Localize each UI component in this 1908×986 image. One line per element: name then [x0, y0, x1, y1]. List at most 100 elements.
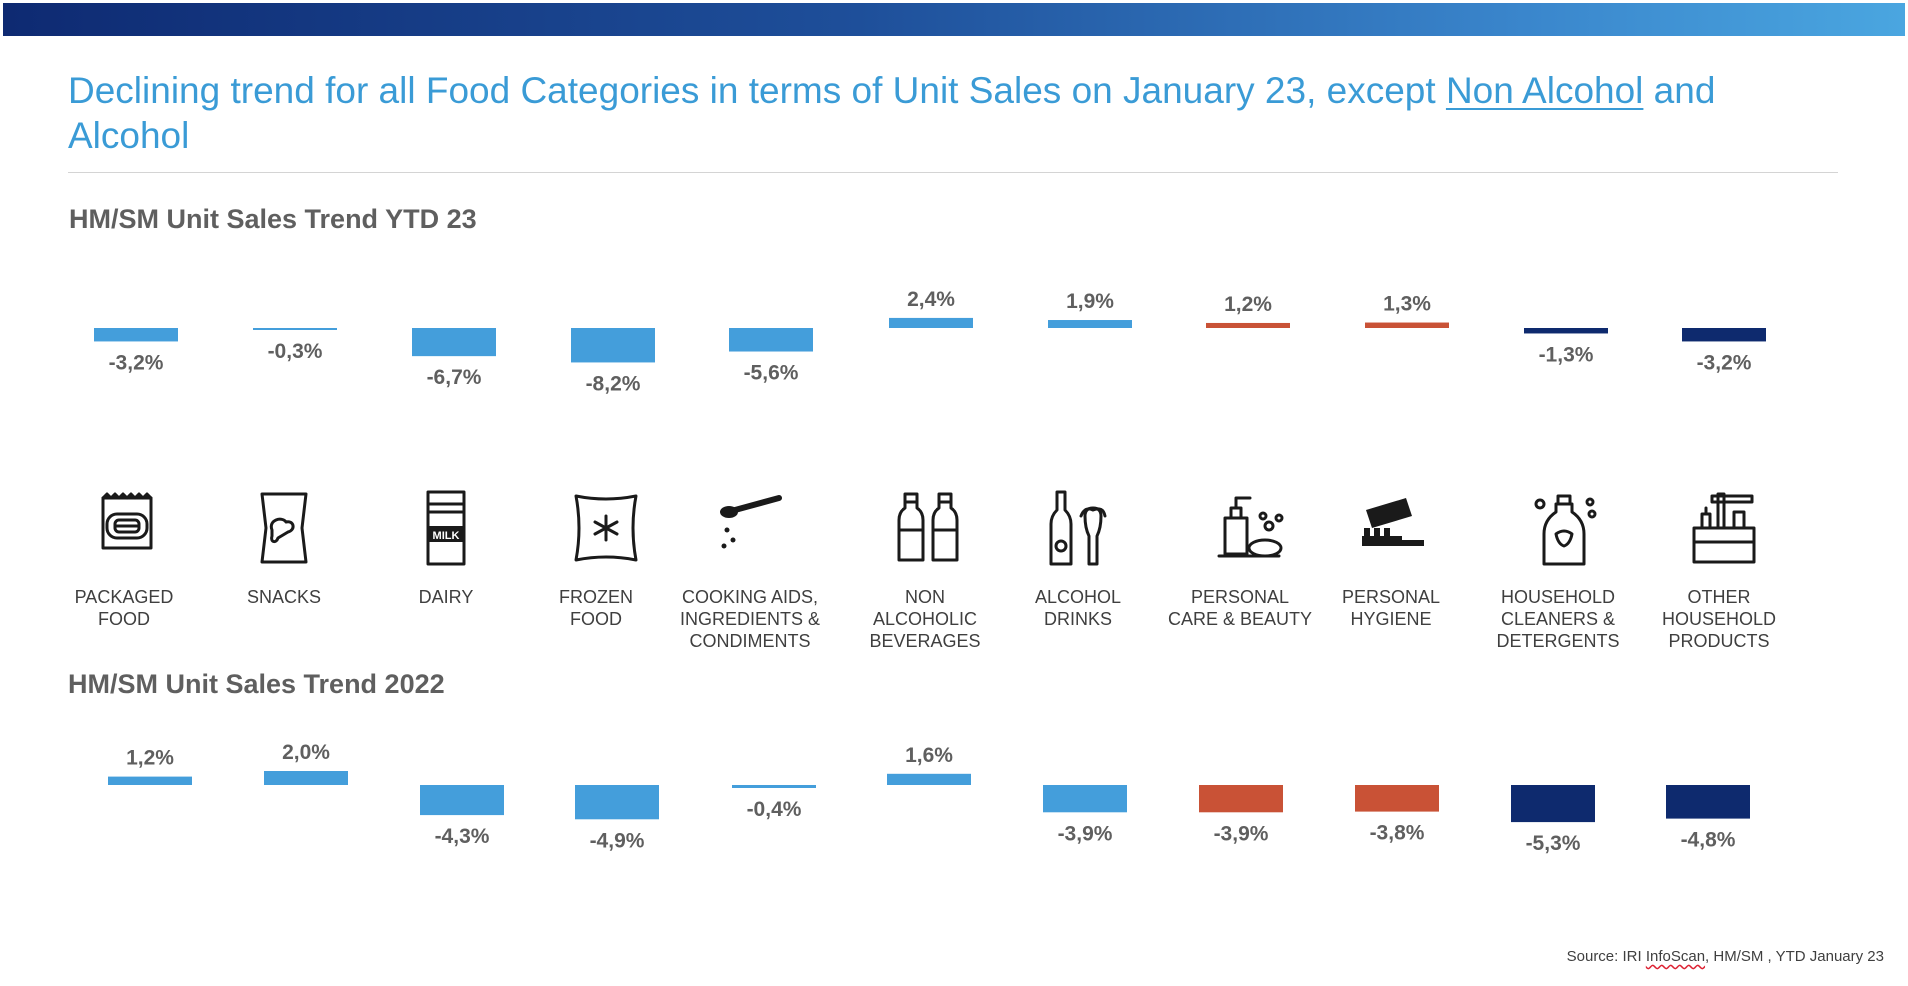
- title-link-non-alcohol[interactable]: Non Alcohol: [1445, 70, 1644, 111]
- category-label-line: PERSONAL: [1190, 587, 1290, 607]
- bar-7: [1199, 785, 1283, 813]
- chart-title-ytd: HM/SM Unit Sales Trend YTD 23: [69, 204, 477, 234]
- bar-0: [94, 328, 178, 342]
- bar-8: [1365, 322, 1449, 328]
- bar-value-label-8: 1,3%: [1383, 293, 1431, 316]
- bar-value-label-4: -5,6%: [744, 362, 799, 385]
- bar-1: [253, 328, 337, 330]
- bar-value-label-2: -4,3%: [435, 825, 490, 848]
- category-label-line: ALCOHOLIC: [872, 609, 978, 629]
- category-label-line: PRODUCTS: [1668, 631, 1770, 651]
- category-label-3: FROZEN FOOD: [510, 586, 682, 630]
- bar-value-label-4: -0,4%: [747, 798, 802, 821]
- bar-2: [412, 328, 496, 357]
- bar-8: [1355, 785, 1439, 812]
- category-label-10: OTHER HOUSEHOLD PRODUCTS: [1633, 586, 1805, 652]
- category-label-9: HOUSEHOLD CLEANERS & DETERGENTS: [1472, 586, 1644, 652]
- bar-value-label-9: -1,3%: [1539, 343, 1594, 366]
- category-label-line: HYGIENE: [1350, 609, 1432, 629]
- svg-text:MILK: MILK: [433, 530, 460, 542]
- category-label-line: FOOD: [98, 609, 150, 629]
- category-label-4: COOKING AIDS, INGREDIENTS & CONDIMENTS: [664, 586, 836, 652]
- source-suffix: , HM/SM , YTD January 23: [1705, 948, 1884, 965]
- category-label-line: PERSONAL: [1341, 587, 1441, 607]
- bar-3: [571, 328, 655, 363]
- category-label-0: PACKAGED FOOD: [38, 586, 210, 630]
- toothbrush-icon: [1352, 488, 1432, 568]
- category-label-line: ALCOHOL: [1034, 587, 1122, 607]
- source-note: Source: IRI InfoScan, HM/SM , YTD Januar…: [1567, 948, 1884, 965]
- bar-5: [887, 773, 971, 785]
- bar-value-label-10: -3,2%: [1697, 351, 1752, 374]
- category-label-line: DRINKS: [1043, 609, 1112, 629]
- bar-6: [1048, 320, 1132, 328]
- bar-value-label-2: -6,7%: [427, 366, 482, 389]
- bar-9: [1524, 328, 1608, 334]
- title-text-1: Declining trend for all Food Categories …: [68, 70, 1446, 111]
- category-label-line: FOOD: [570, 609, 622, 629]
- bar-7: [1206, 322, 1290, 328]
- bar-value-label-5: 1,6%: [905, 744, 953, 767]
- bar-value-label-6: -3,9%: [1058, 822, 1113, 845]
- bar-4: [732, 785, 816, 788]
- bar-4: [729, 328, 813, 352]
- bar-2: [420, 785, 504, 816]
- bar-value-label-0: -3,2%: [109, 351, 164, 374]
- bar-chart-2022: 1,2% 2,0% -4,3% -4,9% -0,4% 1,6% -3,9% -3,9% -3,…: [108, 741, 1750, 855]
- bar-value-label-5: 2,4%: [907, 288, 955, 311]
- category-label-line: PACKAGED: [74, 587, 174, 607]
- frozen-food-icon: [566, 488, 646, 568]
- bar-3: [575, 785, 659, 820]
- category-label-line: DAIRY: [418, 587, 474, 607]
- category-label-line: HOUSEHOLD: [1661, 609, 1777, 629]
- bar-value-label-1: -0,3%: [268, 340, 323, 363]
- category-label-5: NON ALCOHOLIC BEVERAGES: [839, 586, 1011, 652]
- bar-value-label-7: -3,9%: [1214, 822, 1269, 845]
- bar-value-label-3: -4,9%: [590, 829, 645, 852]
- source-prefix: Source: IRI: [1566, 948, 1646, 965]
- milk-carton-icon: MILK: [406, 488, 486, 568]
- bar-value-label-3: -8,2%: [586, 372, 641, 395]
- bar-10: [1666, 785, 1750, 819]
- category-label-line: INGREDIENTS &: [679, 609, 821, 629]
- title-text-2: and Alcohol: [68, 70, 1716, 156]
- bar-5: [889, 317, 973, 328]
- bar-value-label-7: 1,2%: [1224, 293, 1272, 316]
- category-label-8: PERSONAL HYGIENE: [1305, 586, 1477, 630]
- category-label-line: CONDIMENTS: [689, 631, 811, 651]
- title-divider: [68, 172, 1838, 173]
- category-label-line: CLEANERS &: [1500, 609, 1616, 629]
- category-label-line: COOKING AIDS,: [681, 587, 819, 607]
- category-label-line: OTHER: [1687, 587, 1751, 607]
- bar-chart-ytd: -3,2% -0,3% -6,7% -8,2% -5,6% 2,4% 1,9% 1,2% 1,3…: [94, 288, 1766, 395]
- spoon-icon: [709, 488, 789, 568]
- page-title: Declining trend for all Food Categories …: [68, 68, 1828, 158]
- category-label-7: PERSONAL CARE & BEAUTY: [1154, 586, 1326, 630]
- category-label-line: SNACKS: [246, 587, 322, 607]
- beer-bottle-glass-icon: [1039, 488, 1119, 568]
- bar-value-label-10: -4,8%: [1681, 829, 1736, 852]
- bar-value-label-1: 2,0%: [282, 741, 330, 764]
- bar-value-label-6: 1,9%: [1066, 290, 1114, 313]
- bar-value-label-0: 1,2%: [126, 747, 174, 770]
- bar-10: [1682, 328, 1766, 342]
- category-label-line: BEVERAGES: [869, 631, 981, 651]
- category-label-line: FROZEN: [559, 587, 633, 607]
- bar-1: [264, 771, 348, 785]
- category-label-line: CARE & BEAUTY: [1167, 609, 1313, 629]
- category-label-line: DETERGENTS: [1496, 631, 1620, 651]
- category-label-line: HOUSEHOLD: [1500, 587, 1616, 607]
- bar-0: [108, 776, 192, 785]
- soap-dispenser-icon: [1209, 488, 1289, 568]
- category-label-2: DAIRY: [360, 586, 532, 608]
- chart-title-2022: HM/SM Unit Sales Trend 2022: [68, 669, 445, 699]
- bar-value-label-9: -5,3%: [1526, 832, 1581, 855]
- source-infoscan: InfoScan: [1645, 948, 1706, 965]
- water-bottles-icon: [891, 488, 971, 568]
- category-label-6: ALCOHOL DRINKS: [992, 586, 1164, 630]
- cleaning-supplies-icon: [1684, 488, 1764, 568]
- category-label-1: SNACKS: [198, 586, 370, 608]
- detergent-bottle-icon: [1526, 488, 1606, 568]
- bar-value-label-8: -3,8%: [1370, 822, 1425, 845]
- packaged-food-icon: [87, 488, 167, 568]
